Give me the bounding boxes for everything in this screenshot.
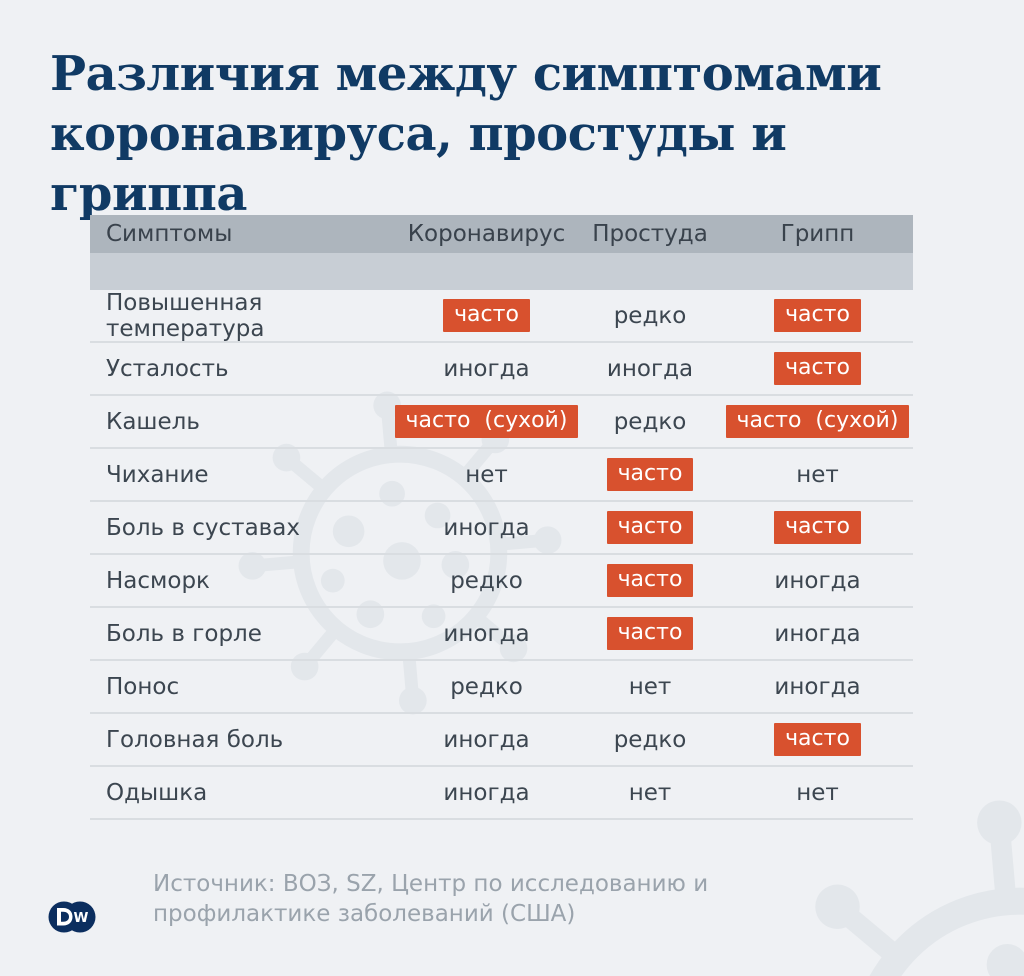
coronavirus-value: иногда: [443, 355, 530, 382]
symptom-label: Кашель: [106, 408, 200, 435]
highlight-badge: часто: [443, 299, 530, 332]
coronavirus-value: редко: [450, 567, 523, 594]
cold-value: часто: [578, 617, 722, 650]
coronavirus-value: часто (сухой): [394, 405, 579, 438]
symptoms-table: Симптомы Коронавирус Простуда Грипп Повы…: [90, 215, 913, 820]
column-header-symptoms: Симптомы: [106, 221, 233, 247]
table-row: Головная боль иногда редко часто: [90, 714, 913, 767]
highlight-badge: часто: [774, 723, 861, 756]
symptom-label: Одышка: [106, 779, 208, 806]
cold-value: нет: [628, 673, 672, 700]
dw-logo-letter-d: [57, 908, 73, 926]
flu-value: иногда: [774, 567, 861, 594]
table-row: Усталость иногда иногда часто: [90, 343, 913, 396]
source-line-2: профилактике заболеваний (США): [153, 901, 576, 927]
flu-value: часто: [722, 723, 913, 756]
page-title: Различия между симптомами коронавируса, …: [50, 44, 930, 224]
title-line-1: Различия между симптомами: [50, 46, 882, 102]
source-text: Источник: ВОЗ, SZ, Центр по исследованию…: [153, 869, 708, 929]
coronavirus-value: иногда: [443, 514, 530, 541]
flu-value: нет: [796, 779, 839, 806]
symptom-label: Чихание: [106, 461, 209, 488]
virus-watermark-icon: [238, 391, 562, 715]
highlight-badge: часто: [606, 458, 694, 491]
table-row: Чихание нет часто нет: [90, 449, 913, 502]
cold-value: редко: [613, 408, 687, 435]
highlight-badge: часто: [606, 511, 694, 544]
coronavirus-value: иногда: [443, 620, 530, 647]
flu-value: иногда: [774, 620, 861, 647]
dw-logo-letter-w: W: [74, 910, 89, 926]
table-row: Боль в суставах иногда часто часто: [90, 502, 913, 555]
coronavirus-value: редко: [450, 673, 523, 700]
symptom-label: Насморк: [106, 567, 210, 594]
highlight-badge: часто: [774, 511, 861, 544]
symptom-label: Боль в горле: [106, 620, 262, 647]
title-line-2: коронавируса, простуды и гриппа: [50, 106, 787, 222]
column-header-cold: Простуда: [592, 221, 708, 247]
cold-value: редко: [613, 302, 687, 329]
virus-watermark-icon: [815, 800, 1024, 976]
coronavirus-value: часто: [395, 299, 578, 332]
coronavirus-value: иногда: [443, 779, 530, 806]
flu-value: часто: [722, 352, 913, 385]
coronavirus-value: иногда: [443, 726, 530, 753]
table-row: Боль в горле иногда часто иногда: [90, 608, 913, 661]
dw-logo-circle: [64, 901, 96, 933]
flu-value: нет: [796, 461, 839, 488]
highlight-badge: часто (сухой): [394, 405, 579, 438]
symptom-label: Головная боль: [106, 726, 284, 753]
symptom-label: Боль в суставах: [106, 514, 300, 541]
table-row: Кашель часто (сухой) редко часто (сухой): [90, 396, 913, 449]
table-header-row: Симптомы Коронавирус Простуда Грипп: [90, 215, 913, 253]
cold-value: иногда: [606, 355, 694, 382]
table-row: Повышенная температура часто редко часто: [90, 290, 913, 343]
table-row: Насморк редко часто иногда: [90, 555, 913, 608]
table-row: Понос редко нет иногда: [90, 661, 913, 714]
source-line-1: Источник: ВОЗ, SZ, Центр по исследованию…: [153, 871, 709, 897]
column-header-coronavirus: Коронавирус: [407, 221, 566, 247]
dw-logo: W: [48, 901, 96, 933]
flu-value: часто: [722, 299, 913, 332]
column-header-flu: Грипп: [780, 221, 855, 247]
cold-value: часто: [578, 511, 722, 544]
symptom-label: Повышенная температура: [106, 289, 265, 342]
symptom-label: Понос: [106, 673, 180, 700]
table-body: Повышенная температура часто редко часто…: [90, 290, 913, 820]
cold-value: редко: [613, 726, 687, 753]
table-subheader-band: [90, 253, 913, 290]
symptom-label: Усталость: [106, 355, 229, 382]
flu-value: часто (сухой): [722, 405, 913, 438]
coronavirus-value: нет: [465, 461, 508, 488]
highlight-badge: часто (сухой): [725, 405, 910, 438]
table-row: Одышка иногда нет нет: [90, 767, 913, 820]
flu-value: иногда: [774, 673, 861, 700]
cold-value: часто: [578, 564, 722, 597]
cold-value: часто: [578, 458, 722, 491]
highlight-badge: часто: [606, 564, 694, 597]
cold-value: нет: [628, 779, 672, 806]
highlight-badge: часто: [774, 299, 861, 332]
highlight-badge: часто: [774, 352, 861, 385]
highlight-badge: часто: [606, 617, 694, 650]
flu-value: часто: [722, 511, 913, 544]
